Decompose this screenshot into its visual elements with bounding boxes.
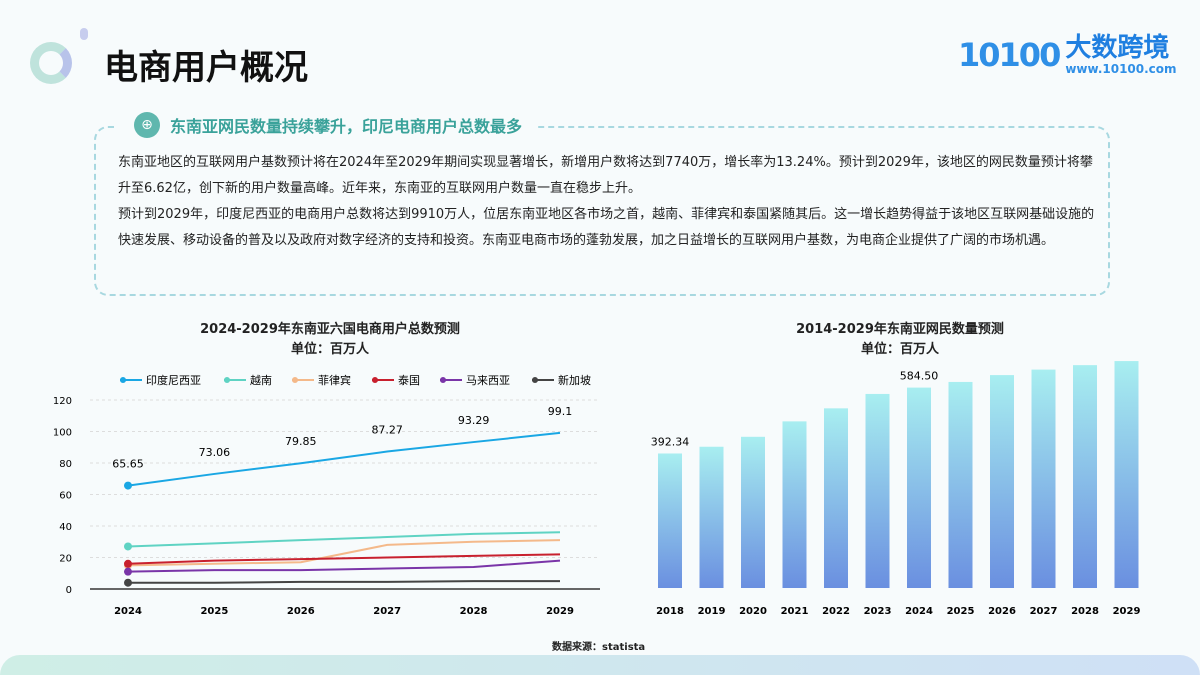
data-label: 73.06 xyxy=(199,446,231,459)
bar xyxy=(865,393,890,588)
bar-chart-title-text: 2014-2029年东南亚网民数量预测 xyxy=(796,322,1004,337)
legend-marker xyxy=(120,377,126,383)
x-tick-label: 2025 xyxy=(947,606,975,617)
summary-box xyxy=(94,126,1110,296)
x-tick-label: 2024 xyxy=(114,606,142,617)
legend-label: 马来西亚 xyxy=(466,374,510,387)
x-tick-label: 2029 xyxy=(1113,606,1141,617)
series-line xyxy=(127,559,561,573)
data-label: 79.85 xyxy=(285,435,317,448)
line-chart-unit: 单位：百万人 xyxy=(290,342,369,357)
data-point xyxy=(124,567,132,576)
decorative-dot xyxy=(80,28,88,40)
bar xyxy=(1073,365,1097,588)
legend-marker xyxy=(292,377,298,383)
bar xyxy=(1114,361,1139,588)
summary-header: ⊕ 东南亚网民数量持续攀升，印尼电商用户总数最多 xyxy=(118,108,537,142)
bar-chart-title: 2014-2029年东南亚网民数量预测 单位：百万人 xyxy=(690,320,1110,360)
legend-label: 越南 xyxy=(250,373,272,387)
series-line xyxy=(127,431,561,487)
series-line xyxy=(127,553,561,565)
summary-paragraph: 预计到2029年，印度尼西亚的电商用户总数将达到9910万人，位居东南亚地区各市… xyxy=(118,207,1095,248)
data-label: 584.50 xyxy=(900,370,939,383)
line-chart: 0 20 40 60 80 100 120 2024 2025 2026 2027 2028 2029 印… xyxy=(53,373,600,617)
x-tick-label: 2023 xyxy=(864,606,892,617)
x-tick-label: 2027 xyxy=(373,606,401,617)
data-point xyxy=(124,481,132,490)
line-chart-title-text: 2024-2029年东南亚六国电商用户总数预测 xyxy=(200,322,460,337)
legend-label: 泰国 xyxy=(398,373,420,387)
data-label: 65.65 xyxy=(112,458,144,471)
summary-text: 东南亚地区的互联网用户基数预计将在2024年至2029年期间实现显著增长，新增用… xyxy=(118,150,1098,254)
data-source: 数据来源：statista xyxy=(552,642,646,653)
y-tick-label: 100 xyxy=(53,428,72,439)
x-tick-label: 2022 xyxy=(822,606,850,617)
bar xyxy=(658,453,682,588)
y-tick-label: 20 xyxy=(59,554,72,565)
line-chart-title: 2024-2029年东南亚六国电商用户总数预测 单位：百万人 xyxy=(130,320,530,360)
logo: 10100 大数跨境 www.10100.com xyxy=(958,34,1177,76)
x-tick-label: 2024 xyxy=(905,606,933,617)
bar xyxy=(990,375,1014,588)
bar xyxy=(1031,369,1056,588)
summary-paragraph: 东南亚地区的互联网用户基数预计将在2024年至2029年期间实现显著增长，新增用… xyxy=(118,155,1093,196)
logo-name: 大数跨境 xyxy=(1065,33,1170,63)
legend-label: 印度尼西亚 xyxy=(146,373,201,387)
x-tick-label: 2029 xyxy=(546,606,574,617)
x-tick-label: 2028 xyxy=(460,606,488,617)
bar xyxy=(948,381,973,588)
data-label: 392.34 xyxy=(651,435,690,448)
x-tick-label: 2020 xyxy=(739,606,767,617)
series-line xyxy=(128,580,560,584)
data-label: 87.27 xyxy=(371,424,403,437)
logo-mark: 10100 xyxy=(958,36,1061,74)
x-tick-label: 2026 xyxy=(988,606,1016,617)
footer-bar xyxy=(0,655,1200,675)
globe-icon: ⊕ xyxy=(134,112,160,138)
series-line xyxy=(127,539,561,567)
legend-label: 新加坡 xyxy=(558,373,591,387)
data-label: 99.1 xyxy=(548,405,573,418)
page-title: 电商用户概况 xyxy=(104,48,308,88)
data-label: 93.29 xyxy=(458,414,490,427)
bar xyxy=(741,436,765,588)
x-tick-label: 2028 xyxy=(1071,606,1099,617)
data-point xyxy=(124,542,132,551)
bar-chart-unit: 单位：百万人 xyxy=(860,342,939,357)
x-tick-label: 2025 xyxy=(200,606,228,617)
bar-chart: 2018 392.34 2019 2020 2021 2022 2023 2024 584.50… xyxy=(651,361,1141,617)
data-point xyxy=(124,559,132,568)
y-tick-label: 60 xyxy=(59,491,72,502)
bar xyxy=(824,408,848,588)
decorative-ring xyxy=(30,42,72,84)
bar xyxy=(782,421,807,588)
y-tick-label: 120 xyxy=(53,396,72,407)
x-tick-label: 2021 xyxy=(781,606,809,617)
bar xyxy=(907,387,931,588)
y-tick-label: 40 xyxy=(59,522,72,533)
x-tick-label: 2019 xyxy=(698,606,726,617)
bar xyxy=(699,446,724,588)
y-tick-label: 80 xyxy=(59,459,72,470)
summary-title: 东南亚网民数量持续攀升，印尼电商用户总数最多 xyxy=(170,117,523,136)
x-tick-label: 2018 xyxy=(656,606,684,617)
legend-marker xyxy=(224,377,230,383)
y-tick-label: 0 xyxy=(66,585,72,596)
data-point xyxy=(124,578,132,587)
legend-label: 菲律宾 xyxy=(318,373,351,387)
legend-marker xyxy=(372,377,378,383)
logo-url[interactable]: www.10100.com xyxy=(1065,62,1177,76)
legend-marker xyxy=(532,377,538,383)
x-tick-label: 2027 xyxy=(1030,606,1058,617)
series-line xyxy=(127,531,561,548)
x-tick-label: 2026 xyxy=(287,606,315,617)
legend-marker xyxy=(440,377,446,383)
